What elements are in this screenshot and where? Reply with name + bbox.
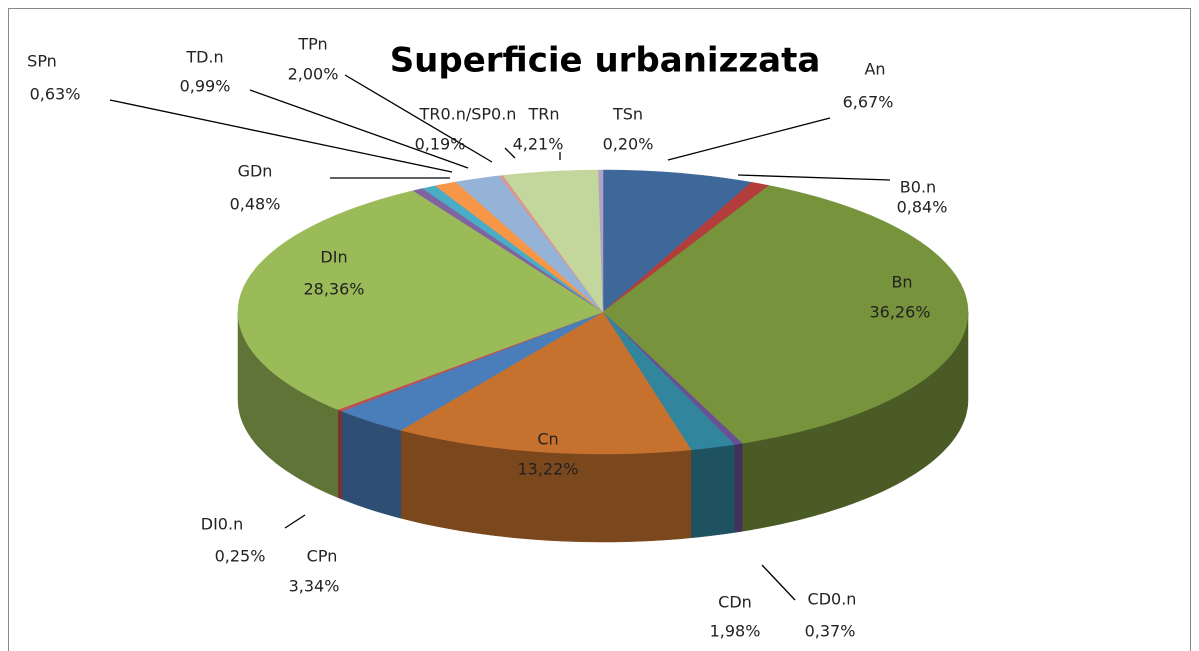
slice-label: CDn [718,593,752,612]
slice-label: DI0.n [201,515,243,534]
value-label: 28,36% [303,280,364,299]
slice-label: TD.n [185,48,223,67]
slice [502,169,604,313]
slice [455,175,604,313]
value-label: 0,48% [230,195,281,214]
slice [598,169,604,313]
slice-label: TSn [612,105,643,124]
slice-label: TPn [297,35,327,54]
value-label: 6,67% [843,93,894,112]
value-label: 0,25% [215,547,266,566]
slice-label: GDn [238,162,273,181]
value-label: 2,00% [288,65,339,84]
slice [400,311,692,455]
value-label: 4,21% [513,135,564,154]
slice [341,311,604,431]
leader-line [344,74,493,163]
slice-label: DIn [320,248,347,267]
chart-border [8,8,1191,651]
leader-line [284,514,306,529]
slice [602,311,735,451]
value-label: 0,63% [30,85,81,104]
slice-label: Bn [891,273,912,292]
value-label: 0,20% [603,135,654,154]
slice-label: TRn [527,105,559,124]
chart-title: Superficie urbanizzata [390,41,821,81]
leader-line [667,117,831,161]
slice-side [337,409,343,500]
leader-line [737,174,891,181]
value-label: 0,37% [805,622,856,641]
slice-label: B0.n [900,178,936,197]
slice-label: An [864,60,885,79]
slice-side [734,443,743,533]
value-label: 1,98% [710,622,761,641]
slice-label: TR0.n/SP0.n [419,105,517,124]
value-label: 3,34% [289,577,340,596]
slice-label: CPn [307,547,338,566]
value-label: 0,19% [415,135,466,154]
slice [602,185,969,444]
value-label: 0,99% [180,77,231,96]
slice [237,190,604,410]
leader-line [761,564,796,601]
value-label: 13,22% [517,460,578,479]
slice-side [690,444,735,539]
value-label: 0,84% [897,198,948,217]
slice-label: SPn [27,52,57,71]
slice [602,169,753,313]
slice-label: CD0.n [808,590,857,609]
leader-line [504,147,516,159]
slice-label: Cn [537,430,558,449]
leader-line [109,99,453,173]
value-label: 36,26% [869,303,930,322]
leader-line [249,89,469,169]
